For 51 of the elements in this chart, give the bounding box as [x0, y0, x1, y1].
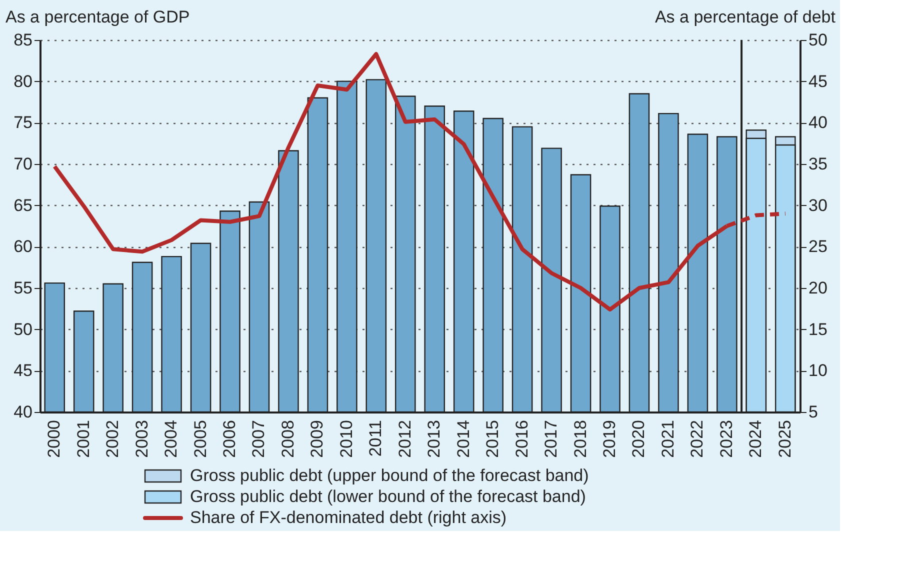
y-tick-label: 75 [14, 113, 32, 132]
y-tick-label: 45 [14, 361, 32, 380]
x-tick-label: 2001 [74, 420, 93, 458]
y-tick-label: 40 [14, 402, 32, 422]
x-tick-label: 2000 [44, 420, 64, 458]
x-tick-label: 2013 [424, 420, 444, 458]
y2-tick-label: 30 [808, 196, 828, 215]
x-tick-label: 2005 [190, 420, 210, 458]
x-tick-label: 2003 [132, 420, 152, 458]
x-tick-label: 2006 [220, 420, 239, 458]
x-tick-label: 2011 [366, 420, 386, 457]
x-tick-label: 2018 [570, 420, 590, 458]
y-tick-label: 50 [14, 320, 32, 339]
x-tick-label: 2004 [162, 420, 181, 458]
x-tick-label: 2024 [746, 420, 766, 458]
y2-tick-label: 40 [808, 113, 828, 132]
x-tick-label: 2025 [775, 420, 794, 458]
x-tick-label: 2015 [483, 420, 502, 458]
y-tick-label: 55 [14, 278, 32, 298]
y2-tick-label: 20 [808, 278, 828, 298]
x-tick-label: 2007 [249, 420, 268, 458]
x-tick-label: 2010 [336, 420, 356, 458]
y2-tick-label: 15 [808, 320, 828, 339]
x-tick-label: 2023 [716, 420, 736, 458]
y2-tick-label: 50 [808, 30, 828, 50]
x-tick-label: 2002 [103, 420, 122, 458]
y2-tick-label: 25 [808, 237, 828, 256]
y-axis-title: As a percentage of GDP [6, 8, 190, 26]
y-tick-label: 80 [14, 72, 32, 91]
legend-label: Gross public debt (lower bound of the forecast band) [190, 487, 586, 506]
y2-axis-title: As a percentage of debt [654, 8, 836, 26]
x-tick-label: 2016 [512, 420, 532, 458]
y-tick-label: 65 [14, 196, 32, 215]
x-tick-label: 2022 [688, 420, 707, 458]
x-tick-label: 2014 [454, 420, 473, 458]
x-tick-label: 2017 [542, 420, 561, 458]
x-tick-label: 2021 [658, 420, 678, 458]
y2-tick-label: 45 [808, 72, 828, 91]
x-tick-label: 2009 [308, 420, 327, 458]
x-tick-label: 2020 [629, 420, 648, 458]
y-tick-label: 60 [14, 237, 32, 256]
x-tick-label: 2012 [395, 420, 414, 458]
x-tick-label: 2019 [600, 420, 619, 458]
legend-label: Gross public debt (upper bound of the forecast band) [190, 466, 589, 485]
y2-tick-label: 35 [808, 154, 828, 174]
legend-label: Share of FX-denominated debt (right axis) [190, 508, 507, 527]
x-tick-label: 2008 [278, 420, 298, 458]
y-tick-label: 85 [14, 30, 32, 50]
y2-tick-label: 5 [808, 402, 818, 422]
y2-tick-label: 10 [808, 361, 828, 380]
y-tick-label: 70 [14, 154, 32, 174]
